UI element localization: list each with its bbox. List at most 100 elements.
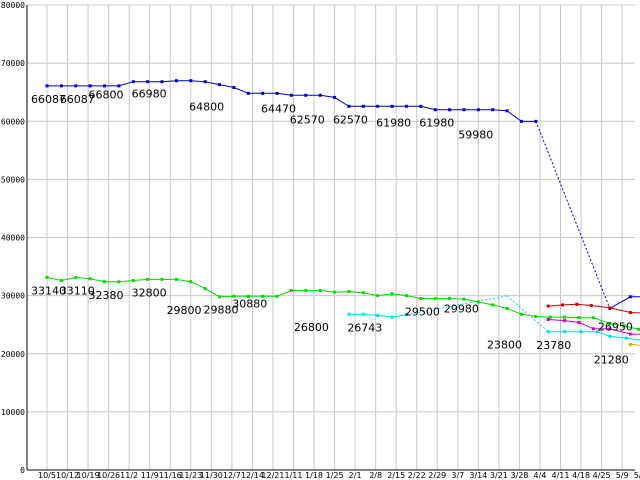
data-point bbox=[628, 342, 632, 346]
y-tick-label: 50000 bbox=[1, 175, 25, 184]
x-tick-label: 4/18 bbox=[572, 471, 590, 480]
data-label: 61980 bbox=[376, 117, 411, 130]
series-line bbox=[609, 296, 640, 309]
grid bbox=[27, 4, 635, 471]
data-label: 29880 bbox=[204, 303, 239, 316]
data-label: 64470 bbox=[261, 102, 296, 115]
x-tick-label: 3/28 bbox=[510, 471, 528, 480]
data-point bbox=[304, 289, 308, 293]
data-point bbox=[289, 289, 293, 293]
data-point bbox=[546, 317, 550, 321]
x-tick-label: 4/11 bbox=[552, 471, 570, 480]
data-point bbox=[174, 277, 178, 281]
data-point bbox=[333, 95, 337, 99]
data-label: 32380 bbox=[89, 289, 124, 302]
data-point bbox=[88, 84, 92, 88]
x-tick-label: 10/12 bbox=[56, 471, 79, 480]
data-point bbox=[275, 294, 279, 298]
x-tick-label: 10/26 bbox=[97, 471, 120, 480]
data-point bbox=[246, 91, 250, 95]
data-point bbox=[246, 294, 250, 298]
y-tick-label: 30000 bbox=[1, 292, 25, 301]
x-tick-label: 5/16 bbox=[634, 471, 640, 480]
data-point bbox=[74, 84, 78, 88]
data-point bbox=[74, 276, 78, 280]
data-point bbox=[117, 84, 121, 88]
data-point bbox=[189, 79, 193, 83]
data-point bbox=[591, 316, 595, 320]
data-point bbox=[419, 297, 423, 301]
data-point bbox=[131, 80, 135, 84]
data-label: 66087 bbox=[31, 93, 66, 106]
data-point bbox=[624, 336, 628, 340]
data-label: 29980 bbox=[444, 303, 479, 316]
data-point bbox=[103, 84, 107, 88]
x-tick-label: 2/8 bbox=[369, 471, 382, 480]
data-point bbox=[347, 290, 351, 294]
data-label: 26950 bbox=[598, 320, 633, 333]
data-point bbox=[462, 108, 466, 112]
data-point bbox=[505, 109, 509, 113]
data-label: 66800 bbox=[89, 89, 124, 102]
data-point bbox=[390, 292, 394, 296]
data-point bbox=[390, 315, 394, 319]
data-point bbox=[59, 84, 63, 88]
data-label: 29500 bbox=[405, 306, 440, 319]
data-label: 26743 bbox=[347, 322, 382, 335]
data-point bbox=[361, 312, 365, 316]
data-point bbox=[491, 108, 495, 112]
data-point bbox=[462, 297, 466, 301]
data-point bbox=[534, 315, 538, 319]
x-tick-label: 2/15 bbox=[387, 471, 405, 480]
y-tick-label: 40000 bbox=[1, 234, 25, 243]
data-point bbox=[103, 280, 107, 284]
data-point bbox=[289, 93, 293, 97]
data-point bbox=[404, 294, 408, 298]
x-tick-label: 11/16 bbox=[159, 471, 182, 480]
data-point bbox=[45, 275, 49, 279]
x-tick-label: 1/11 bbox=[285, 471, 303, 480]
data-point bbox=[448, 297, 452, 301]
data-point bbox=[59, 279, 63, 283]
data-point bbox=[519, 312, 523, 316]
series-dashed-connector bbox=[506, 295, 549, 333]
series-dashed-connector bbox=[535, 121, 611, 309]
data-points bbox=[45, 79, 640, 346]
x-tick-label: 10/19 bbox=[77, 471, 100, 480]
data-point bbox=[534, 119, 538, 123]
data-point bbox=[591, 327, 595, 331]
x-tick-label: 12/7 bbox=[223, 471, 241, 480]
data-point bbox=[361, 291, 365, 295]
data-point bbox=[595, 330, 599, 334]
data-point bbox=[563, 315, 567, 319]
x-tick-label: 1/25 bbox=[326, 471, 344, 480]
data-label: 29800 bbox=[167, 304, 202, 317]
data-point bbox=[304, 93, 308, 97]
data-point bbox=[563, 330, 567, 334]
x-tick-label: 11/2 bbox=[120, 471, 138, 480]
data-point bbox=[131, 279, 135, 283]
data-point bbox=[261, 294, 265, 298]
y-tick-label: 80000 bbox=[1, 1, 25, 10]
data-point bbox=[117, 280, 121, 284]
x-tick-label: 1/18 bbox=[305, 471, 323, 480]
y-tick-label: 60000 bbox=[1, 117, 25, 126]
data-point bbox=[575, 302, 579, 306]
data-point bbox=[433, 108, 437, 112]
data-label: 32800 bbox=[132, 286, 167, 299]
y-tick-label: 0 bbox=[20, 466, 25, 475]
data-point bbox=[577, 320, 581, 324]
data-label: 62570 bbox=[290, 113, 325, 126]
data-point bbox=[419, 104, 423, 108]
data-point bbox=[189, 280, 193, 284]
x-tick-label: 3/21 bbox=[490, 471, 508, 480]
data-label: 23780 bbox=[536, 339, 571, 352]
data-point bbox=[448, 108, 452, 112]
data-point bbox=[546, 330, 550, 334]
data-point bbox=[628, 332, 632, 336]
data-point bbox=[160, 277, 164, 281]
data-point bbox=[628, 295, 632, 299]
data-point bbox=[318, 289, 322, 293]
